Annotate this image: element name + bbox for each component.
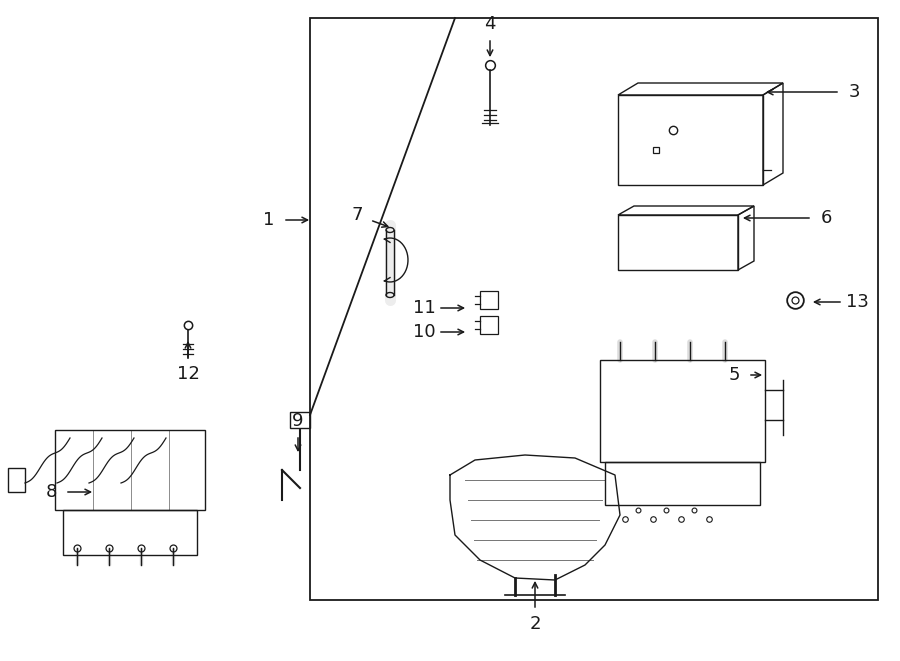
Bar — [310, 18, 878, 600]
Text: 6: 6 — [820, 209, 832, 227]
Text: 12: 12 — [176, 365, 200, 383]
Text: 2: 2 — [529, 615, 541, 633]
Text: 10: 10 — [413, 323, 436, 341]
Text: 9: 9 — [292, 412, 304, 430]
Text: 5: 5 — [728, 366, 740, 384]
Text: 8: 8 — [45, 483, 57, 501]
Text: 4: 4 — [484, 15, 496, 33]
Text: 11: 11 — [412, 299, 436, 317]
Text: 7: 7 — [351, 206, 363, 224]
Text: 13: 13 — [846, 293, 868, 311]
Text: 3: 3 — [848, 83, 860, 101]
Text: 1: 1 — [264, 211, 274, 229]
